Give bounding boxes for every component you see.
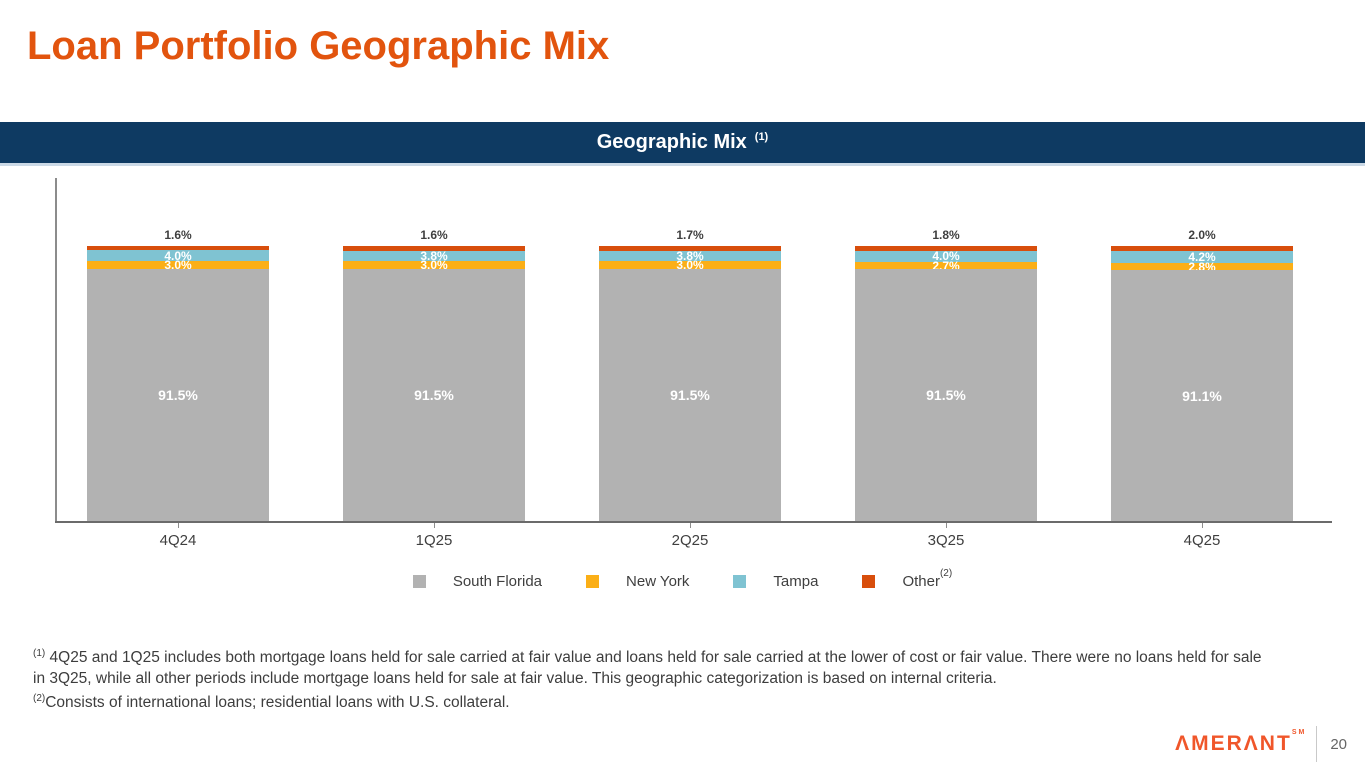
y-axis-line bbox=[55, 178, 57, 523]
value-label-other-4q24: 1.6% bbox=[164, 227, 192, 242]
x-axis-line bbox=[55, 521, 1332, 523]
bar-segment-south-florida-1q25: 91.5% bbox=[343, 269, 525, 521]
bar-segment-south-florida-4q25: 91.1% bbox=[1111, 270, 1293, 521]
bar-segment-new-york-4q25: 2.8% bbox=[1111, 261, 1293, 273]
value-label-south-florida-4q25: 91.1% bbox=[1182, 387, 1222, 404]
banner-footnote-marker: (1) bbox=[754, 130, 769, 143]
page-title: Loan Portfolio Geographic Mix bbox=[27, 24, 610, 68]
legend-item-new-york: New York bbox=[586, 573, 689, 590]
legend-swatch-south-florida bbox=[412, 574, 426, 588]
bar-1q25: 3.8% 3.0% 91.5% 1.6% bbox=[343, 229, 525, 521]
value-label-tampa-1q25: 3.8% bbox=[420, 248, 448, 263]
legend-label-new-york: New York bbox=[626, 572, 690, 590]
value-label-south-florida-2q25: 91.5% bbox=[670, 387, 710, 404]
bar-segment-tampa-4q25: 4.2% bbox=[1111, 251, 1293, 263]
legend-item-tampa: Tampa bbox=[733, 573, 818, 590]
value-label-tampa-3q25: 4.0% bbox=[932, 249, 960, 264]
bar-segment-new-york-3q25: 2.7% bbox=[855, 260, 1037, 272]
bar-segment-south-florida-2q25: 91.5% bbox=[599, 269, 781, 521]
value-label-south-florida-1q25: 91.5% bbox=[414, 387, 454, 404]
footnote-1-marker: (1) bbox=[33, 648, 46, 659]
value-label-other-3q25: 1.8% bbox=[932, 228, 960, 242]
footnote-1: (1) 4Q25 and 1Q25 includes both mortgage… bbox=[33, 644, 1268, 689]
section-banner: Geographic Mix (1) bbox=[0, 122, 1365, 166]
bar-segment-new-york-4q24: 3.0% bbox=[87, 259, 269, 271]
bar-segment-tampa-4q24: 4.0% bbox=[87, 248, 269, 263]
x-axis-tick-3q25 bbox=[946, 523, 947, 528]
footer-divider bbox=[1316, 726, 1318, 762]
bar-segment-new-york-1q25: 3.0% bbox=[343, 259, 525, 271]
value-label-other-2q25: 1.7% bbox=[676, 228, 704, 242]
footer: ΛMERΛNTSM 20 bbox=[1175, 726, 1347, 762]
bar-segment-south-florida-3q25: 91.5% bbox=[855, 269, 1037, 521]
footnote-2-text: Consists of international loans; residen… bbox=[45, 694, 510, 712]
footnote-2-marker: (2) bbox=[33, 693, 46, 705]
legend-label-south-florida: South Florida bbox=[452, 572, 543, 590]
x-axis-tick-4q25 bbox=[1202, 523, 1203, 528]
x-axis-label-3q25: 3Q25 bbox=[927, 532, 965, 549]
x-axis-label-4q25: 4Q25 bbox=[1183, 532, 1221, 549]
value-label-south-florida-3q25: 91.5% bbox=[926, 387, 966, 404]
legend-swatch-tampa bbox=[733, 574, 747, 588]
value-label-south-florida-4q24: 91.5% bbox=[158, 387, 198, 404]
legend-label-other: Other(2) bbox=[902, 568, 953, 590]
bar-segment-tampa-2q25: 3.8% bbox=[599, 248, 781, 263]
value-label-other-4q25: 2.0% bbox=[1188, 227, 1216, 242]
logo-sm-mark: SM bbox=[1291, 729, 1307, 736]
bar-segment-other-4q25 bbox=[1111, 245, 1293, 252]
x-axis-tick-2q25 bbox=[690, 523, 691, 528]
footnote-2: (2)Consists of international loans; resi… bbox=[33, 689, 1268, 714]
legend-swatch-new-york bbox=[586, 574, 600, 588]
bar-4q24: 4.0% 3.0% 91.5% 1.6% bbox=[87, 229, 269, 521]
x-axis-label-2q25: 2Q25 bbox=[671, 532, 709, 549]
bar-segment-tampa-1q25: 3.8% bbox=[343, 248, 525, 263]
x-axis-tick-4q24 bbox=[178, 523, 179, 528]
bar-4q25: 4.2% 2.8% 91.1% 2.0% bbox=[1111, 229, 1293, 521]
bar-segment-other-1q25 bbox=[343, 246, 525, 251]
x-axis-tick-1q25 bbox=[434, 523, 435, 528]
legend-label-tampa: Tampa bbox=[773, 572, 819, 590]
bar-segment-other-2q25 bbox=[599, 246, 781, 251]
chart-legend: South Florida New York Tampa Other(2) bbox=[0, 568, 1365, 590]
legend-footnote-marker: (2) bbox=[939, 568, 953, 579]
bar-3q25: 4.0% 2.7% 91.5% 1.8% bbox=[855, 229, 1037, 521]
bar-segment-other-4q24 bbox=[87, 245, 269, 251]
x-axis-label-1q25: 1Q25 bbox=[415, 532, 453, 549]
banner-title: Geographic Mix bbox=[596, 131, 747, 153]
page-number: 20 bbox=[1330, 735, 1347, 753]
bar-segment-new-york-2q25: 3.0% bbox=[599, 259, 781, 271]
legend-swatch-other bbox=[862, 574, 876, 588]
legend-item-other: Other(2) bbox=[862, 568, 953, 590]
footnote-1-text: 4Q25 and 1Q25 includes both mortgage loa… bbox=[33, 649, 1262, 687]
legend-item-south-florida: South Florida bbox=[412, 572, 543, 590]
value-label-other-1q25: 1.6% bbox=[420, 228, 448, 243]
bar-segment-south-florida-4q24: 91.5% bbox=[87, 269, 269, 521]
value-label-tampa-4q24: 4.0% bbox=[164, 248, 192, 263]
bar-segment-other-3q25 bbox=[855, 246, 1037, 251]
value-label-tampa-2q25: 3.8% bbox=[676, 248, 704, 263]
value-label-tampa-4q25: 4.2% bbox=[1188, 250, 1216, 264]
amerant-logo: ΛMERΛNTSM bbox=[1175, 729, 1307, 755]
footnotes: (1) 4Q25 and 1Q25 includes both mortgage… bbox=[33, 644, 1268, 714]
x-axis-label-4q24: 4Q24 bbox=[159, 532, 197, 549]
bar-2q25: 3.8% 3.0% 91.5% 1.7% bbox=[599, 229, 781, 521]
bar-segment-tampa-3q25: 4.0% bbox=[855, 249, 1037, 264]
